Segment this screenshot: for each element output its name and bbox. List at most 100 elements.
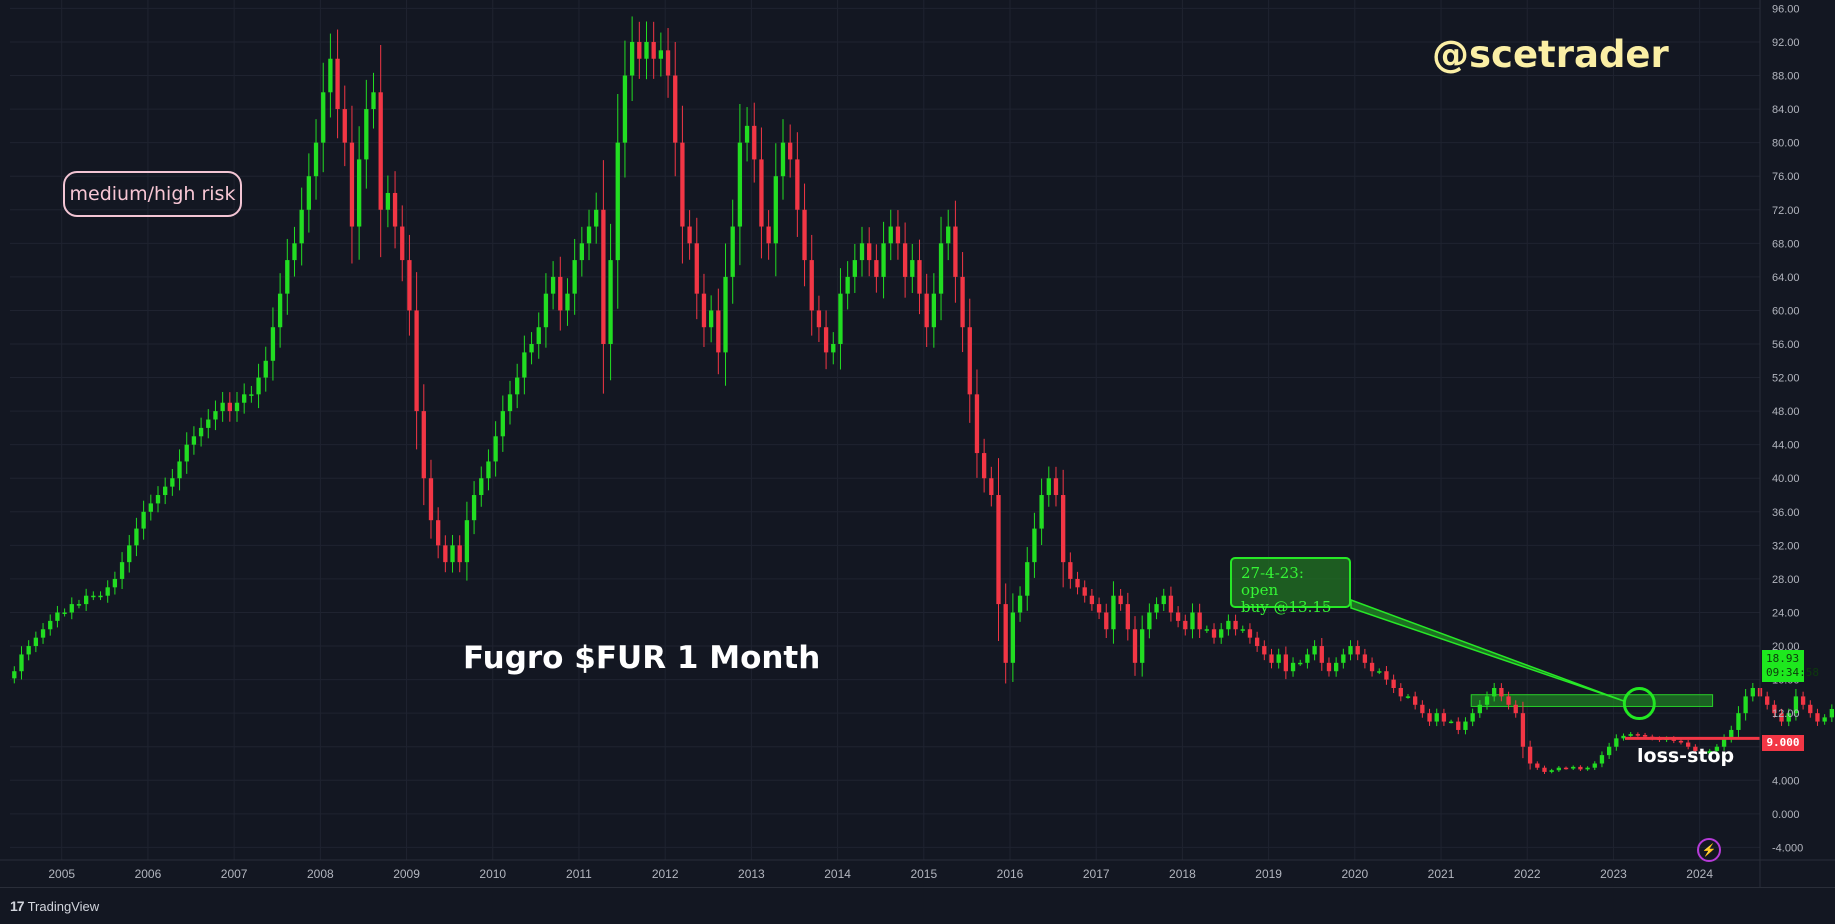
candle-body (1463, 721, 1468, 730)
candle-body (658, 50, 664, 59)
candle-body (1298, 662, 1303, 665)
x-tick-label: 2013 (738, 867, 765, 881)
candle-body (263, 360, 268, 378)
candle-body (105, 587, 110, 596)
chart-background (0, 0, 1835, 887)
candle-body (1204, 629, 1209, 631)
candle-body (996, 495, 1001, 605)
candle-body (1786, 713, 1791, 722)
axes: 96.00 92.00 88.00 84.00 80.00 76.00 72.00 68.00… (0, 0, 1835, 887)
candle-body (1427, 713, 1432, 722)
candle-body (615, 142, 620, 261)
candle-body (19, 654, 24, 672)
candle-body (1700, 750, 1705, 754)
candle-body (292, 243, 297, 261)
candle-body (1456, 721, 1461, 730)
candle-body (1628, 734, 1633, 736)
candle-body (651, 41, 656, 59)
candle-body (1254, 637, 1260, 647)
candle-body (1183, 620, 1188, 630)
x-tick-label: 2010 (479, 867, 506, 881)
y-tick-label: 12.00 (1772, 708, 1800, 720)
tradingview-logo[interactable]: 17 TradingView (10, 898, 99, 914)
y-tick-label: 24.00 (1772, 607, 1800, 619)
candle-body (816, 310, 822, 328)
candle-body (356, 159, 362, 227)
y-tick-label: 56.00 (1772, 339, 1800, 351)
candle-body (536, 327, 541, 344)
candle-body (1542, 767, 1547, 772)
candle-body (716, 310, 721, 353)
candle-body (12, 671, 17, 679)
candle-body (773, 176, 778, 244)
candle-body (1096, 604, 1102, 613)
candle-body (1348, 646, 1353, 655)
entry-callout-line1: 27-4-23: open (1241, 564, 1304, 599)
candle-body (1283, 654, 1289, 672)
candle-body (1082, 587, 1087, 596)
candle-body (1377, 671, 1382, 673)
candle-body (622, 75, 628, 143)
candle-body (960, 276, 965, 328)
candle-body (335, 58, 340, 110)
lightning-icon[interactable]: ⚡ (1697, 838, 1721, 862)
candle-body (464, 520, 470, 563)
x-tick-label: 2006 (135, 867, 162, 881)
candle-body (1341, 654, 1346, 663)
candle-body (989, 478, 994, 496)
candle-body (1585, 767, 1590, 770)
entry-callout: 27-4-23: open buy @13.15 (1230, 557, 1351, 616)
candle-body (270, 327, 276, 361)
candle-body (1104, 612, 1109, 630)
x-tick-label: 2009 (393, 867, 420, 881)
entry-circle (1622, 687, 1656, 721)
annotations (1350, 598, 1760, 740)
candle-body (629, 41, 635, 76)
candle-body (795, 159, 800, 210)
candle-body (1499, 688, 1504, 697)
candle-body (321, 92, 326, 143)
candle-body (931, 293, 937, 328)
y-tick-label: 76.00 (1772, 171, 1800, 183)
candle-body (1017, 595, 1023, 613)
candle-body (1606, 746, 1612, 756)
candle-body (1140, 629, 1145, 663)
candle-body (802, 209, 807, 261)
candle-body (1556, 767, 1562, 771)
candle-body (543, 293, 549, 328)
candle-body (1448, 721, 1454, 724)
footer-bar: 17 TradingView (0, 887, 1835, 924)
stop-price-tag[interactable]: 9.000 (1762, 735, 1804, 751)
candle-body (48, 620, 53, 630)
candle-body (1319, 646, 1324, 663)
y-tick-label: 32.00 (1772, 540, 1800, 552)
candle-body (1635, 734, 1641, 736)
candle-body (141, 511, 146, 529)
x-tick-label: 2021 (1428, 867, 1455, 881)
candle-body (1226, 620, 1231, 630)
candle-body (1571, 766, 1576, 769)
candle-body (788, 142, 793, 160)
candle-body (708, 310, 714, 328)
candle-body (1233, 620, 1238, 630)
last-price-tag[interactable]: 18.93 09:34:58 (1762, 650, 1819, 682)
candle-body (256, 377, 261, 395)
candle-body (1413, 696, 1418, 705)
candles (12, 16, 1834, 774)
x-tick-label: 2015 (910, 867, 937, 881)
candle-body (213, 411, 218, 420)
last-price-value: 18.93 (1766, 652, 1800, 665)
y-tick-label: 64.00 (1772, 272, 1800, 284)
buy-zone-rect (1470, 694, 1714, 707)
candle-body (184, 444, 189, 462)
candle-body (234, 402, 240, 412)
candle-body (306, 176, 312, 210)
candle-body (62, 612, 67, 614)
candle-body (515, 377, 520, 395)
candle-body (1492, 688, 1497, 697)
candle-body (1384, 671, 1389, 680)
candle-body (1219, 629, 1224, 638)
candle-body (1520, 713, 1526, 747)
candle-body (299, 209, 304, 244)
candlestick-chart[interactable]: 96.00 92.00 88.00 84.00 80.00 76.00 72.00 68.00… (0, 0, 1835, 887)
